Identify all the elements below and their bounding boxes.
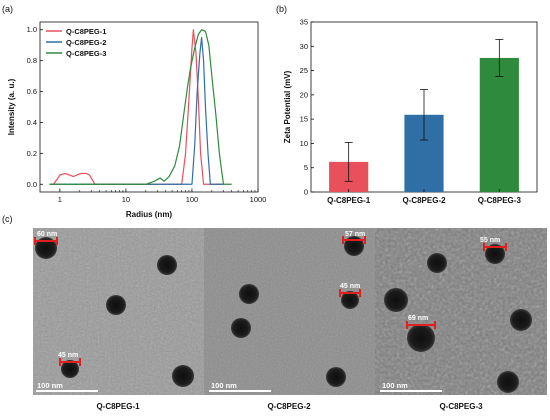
tem-3-label-2: 69 nm [408, 315, 428, 322]
panel-a-x-tick-label: 100 [186, 195, 199, 204]
tem-2-particle-b [239, 284, 259, 304]
tem-pane-3: 55 nm 69 nm 100 nm Q-C8PEG-3 [375, 228, 547, 411]
panel-c-tem: (c) 60 nm 45 nm 100 nm Q-C8PEG-1 [2, 214, 547, 411]
tem-1-caption: Q-C8PEG-1 [96, 402, 140, 411]
panel-b-plot-area [329, 39, 519, 192]
tem-1-scale-label: 100 nm [37, 381, 63, 390]
panel-b-letter: (b) [276, 4, 287, 14]
panel-c-letter: (c) [2, 214, 13, 224]
panel-a-plot-area [49, 29, 232, 185]
panel-b-y-axis-title: Zeta Potential (mV) [283, 70, 292, 143]
tem-pane-1: 60 nm 45 nm 100 nm Q-C8PEG-1 [33, 228, 204, 411]
tem-2-measure-2 [339, 289, 361, 297]
panel-a-x-tick-label: 10 [122, 195, 130, 204]
panel-a-legend: Q-C8PEG-1 Q-C8PEG-2 Q-C8PEG-3 [46, 27, 106, 58]
panel-a-y-axis: 0.0 0.2 0.4 0.6 0.8 1.0 [27, 25, 43, 189]
panel-a-dls-chart: (a) 0.0 0.2 0.4 0.6 0.8 1.0 1 10 100 1000 Q-C8PE… [2, 4, 266, 219]
panel-a-y-tick-label: 0.0 [27, 180, 37, 189]
panel-b-category-label: Q-C8PEG-2 [402, 196, 446, 205]
tem-2-measure-1 [342, 236, 366, 244]
tem-1-particle-d [61, 360, 79, 378]
panel-a-y-tick-label: 0.2 [27, 149, 37, 158]
tem-3-scale-label: 100 nm [382, 381, 408, 390]
tem-3-particle-e [510, 309, 532, 331]
panel-a-series-line [49, 29, 232, 185]
tem-2-particle-c [341, 291, 359, 309]
tem-1-measure-1 [34, 237, 58, 245]
tem-3-particle-d [407, 324, 435, 352]
tem-2-particle-e [326, 367, 346, 387]
tem-2-caption: Q-C8PEG-2 [267, 402, 311, 411]
panel-a-legend-label: Q-C8PEG-3 [66, 49, 106, 58]
tem-1-label-2: 45 nm [58, 352, 78, 359]
tem-3-measure-1 [483, 243, 507, 251]
panel-b-y-axis: 0 5 10 15 20 25 30 35 [300, 18, 314, 197]
tem-pane-2: 57 nm 45 nm 100 nm Q-C8PEG-2 [204, 228, 375, 411]
panel-b-y-tick-label: 25 [300, 66, 308, 75]
tem-3-particle-b [485, 244, 505, 264]
tem-1-particle-b [157, 255, 177, 275]
tem-1-label-1: 60 nm [37, 231, 57, 238]
panel-b-y-tick-label: 30 [300, 42, 308, 51]
panel-a-x-axis: 1 10 100 1000 [58, 188, 267, 204]
tem-1-measure-2 [59, 358, 81, 366]
tem-3-label-1: 55 nm [480, 237, 500, 244]
tem-1-particle-a [35, 237, 57, 259]
tem-2-label-1: 57 nm [345, 231, 365, 238]
panel-a-y-tick-label: 1.0 [27, 25, 37, 34]
panel-a-series-line [49, 36, 224, 185]
panel-a-y-axis-title: Intensity (a. u.) [7, 78, 16, 135]
panel-a-letter: (a) [2, 4, 13, 14]
panel-b-category-label: Q-C8PEG-1 [327, 196, 371, 205]
tem-2-particle-d [231, 318, 251, 338]
tem-2-label-2: 45 nm [340, 283, 360, 290]
panel-a-y-tick-label: 0.6 [27, 87, 37, 96]
tem-2-scale-label: 100 nm [211, 381, 237, 390]
panel-b-category-label: Q-C8PEG-3 [478, 196, 522, 205]
panel-b-y-tick-label: 10 [300, 139, 308, 148]
tem-pane-2-texture [204, 228, 375, 395]
tem-3-particle-f [497, 371, 519, 393]
tem-3-particle-c [384, 288, 408, 312]
panel-b-x-axis: Q-C8PEG-1 Q-C8PEG-2 Q-C8PEG-3 [327, 189, 521, 205]
tem-3-scale-bar [380, 390, 442, 392]
tem-2-scale-bar [209, 390, 271, 392]
panel-b-y-tick-label: 0 [304, 188, 308, 197]
tem-3-measure-2 [406, 321, 436, 329]
panel-b-bar [479, 57, 519, 192]
tem-3-caption: Q-C8PEG-3 [439, 402, 483, 411]
panel-a-legend-label: Q-C8PEG-1 [66, 27, 106, 36]
panel-a-y-tick-label: 0.4 [27, 118, 37, 127]
tem-1-particle-e [172, 365, 194, 387]
tem-1-particle-c [106, 295, 126, 315]
panel-a-x-tick-label: 1000 [250, 195, 267, 204]
panel-a-legend-label: Q-C8PEG-2 [66, 38, 106, 47]
panel-b-y-tick-label: 15 [300, 115, 308, 124]
panel-a-x-tick-label: 1 [58, 195, 62, 204]
panel-a-x-axis-title: Radius (nm) [126, 210, 173, 219]
panel-b-y-tick-label: 35 [300, 18, 308, 27]
tem-3-particle-a [427, 253, 447, 273]
panel-a-y-tick-label: 0.8 [27, 56, 37, 65]
panel-a-frame [39, 21, 259, 193]
tem-1-scale-bar [36, 390, 98, 392]
panel-b-y-tick-label: 5 [304, 163, 308, 172]
panel-b-y-tick-label: 20 [300, 90, 308, 99]
